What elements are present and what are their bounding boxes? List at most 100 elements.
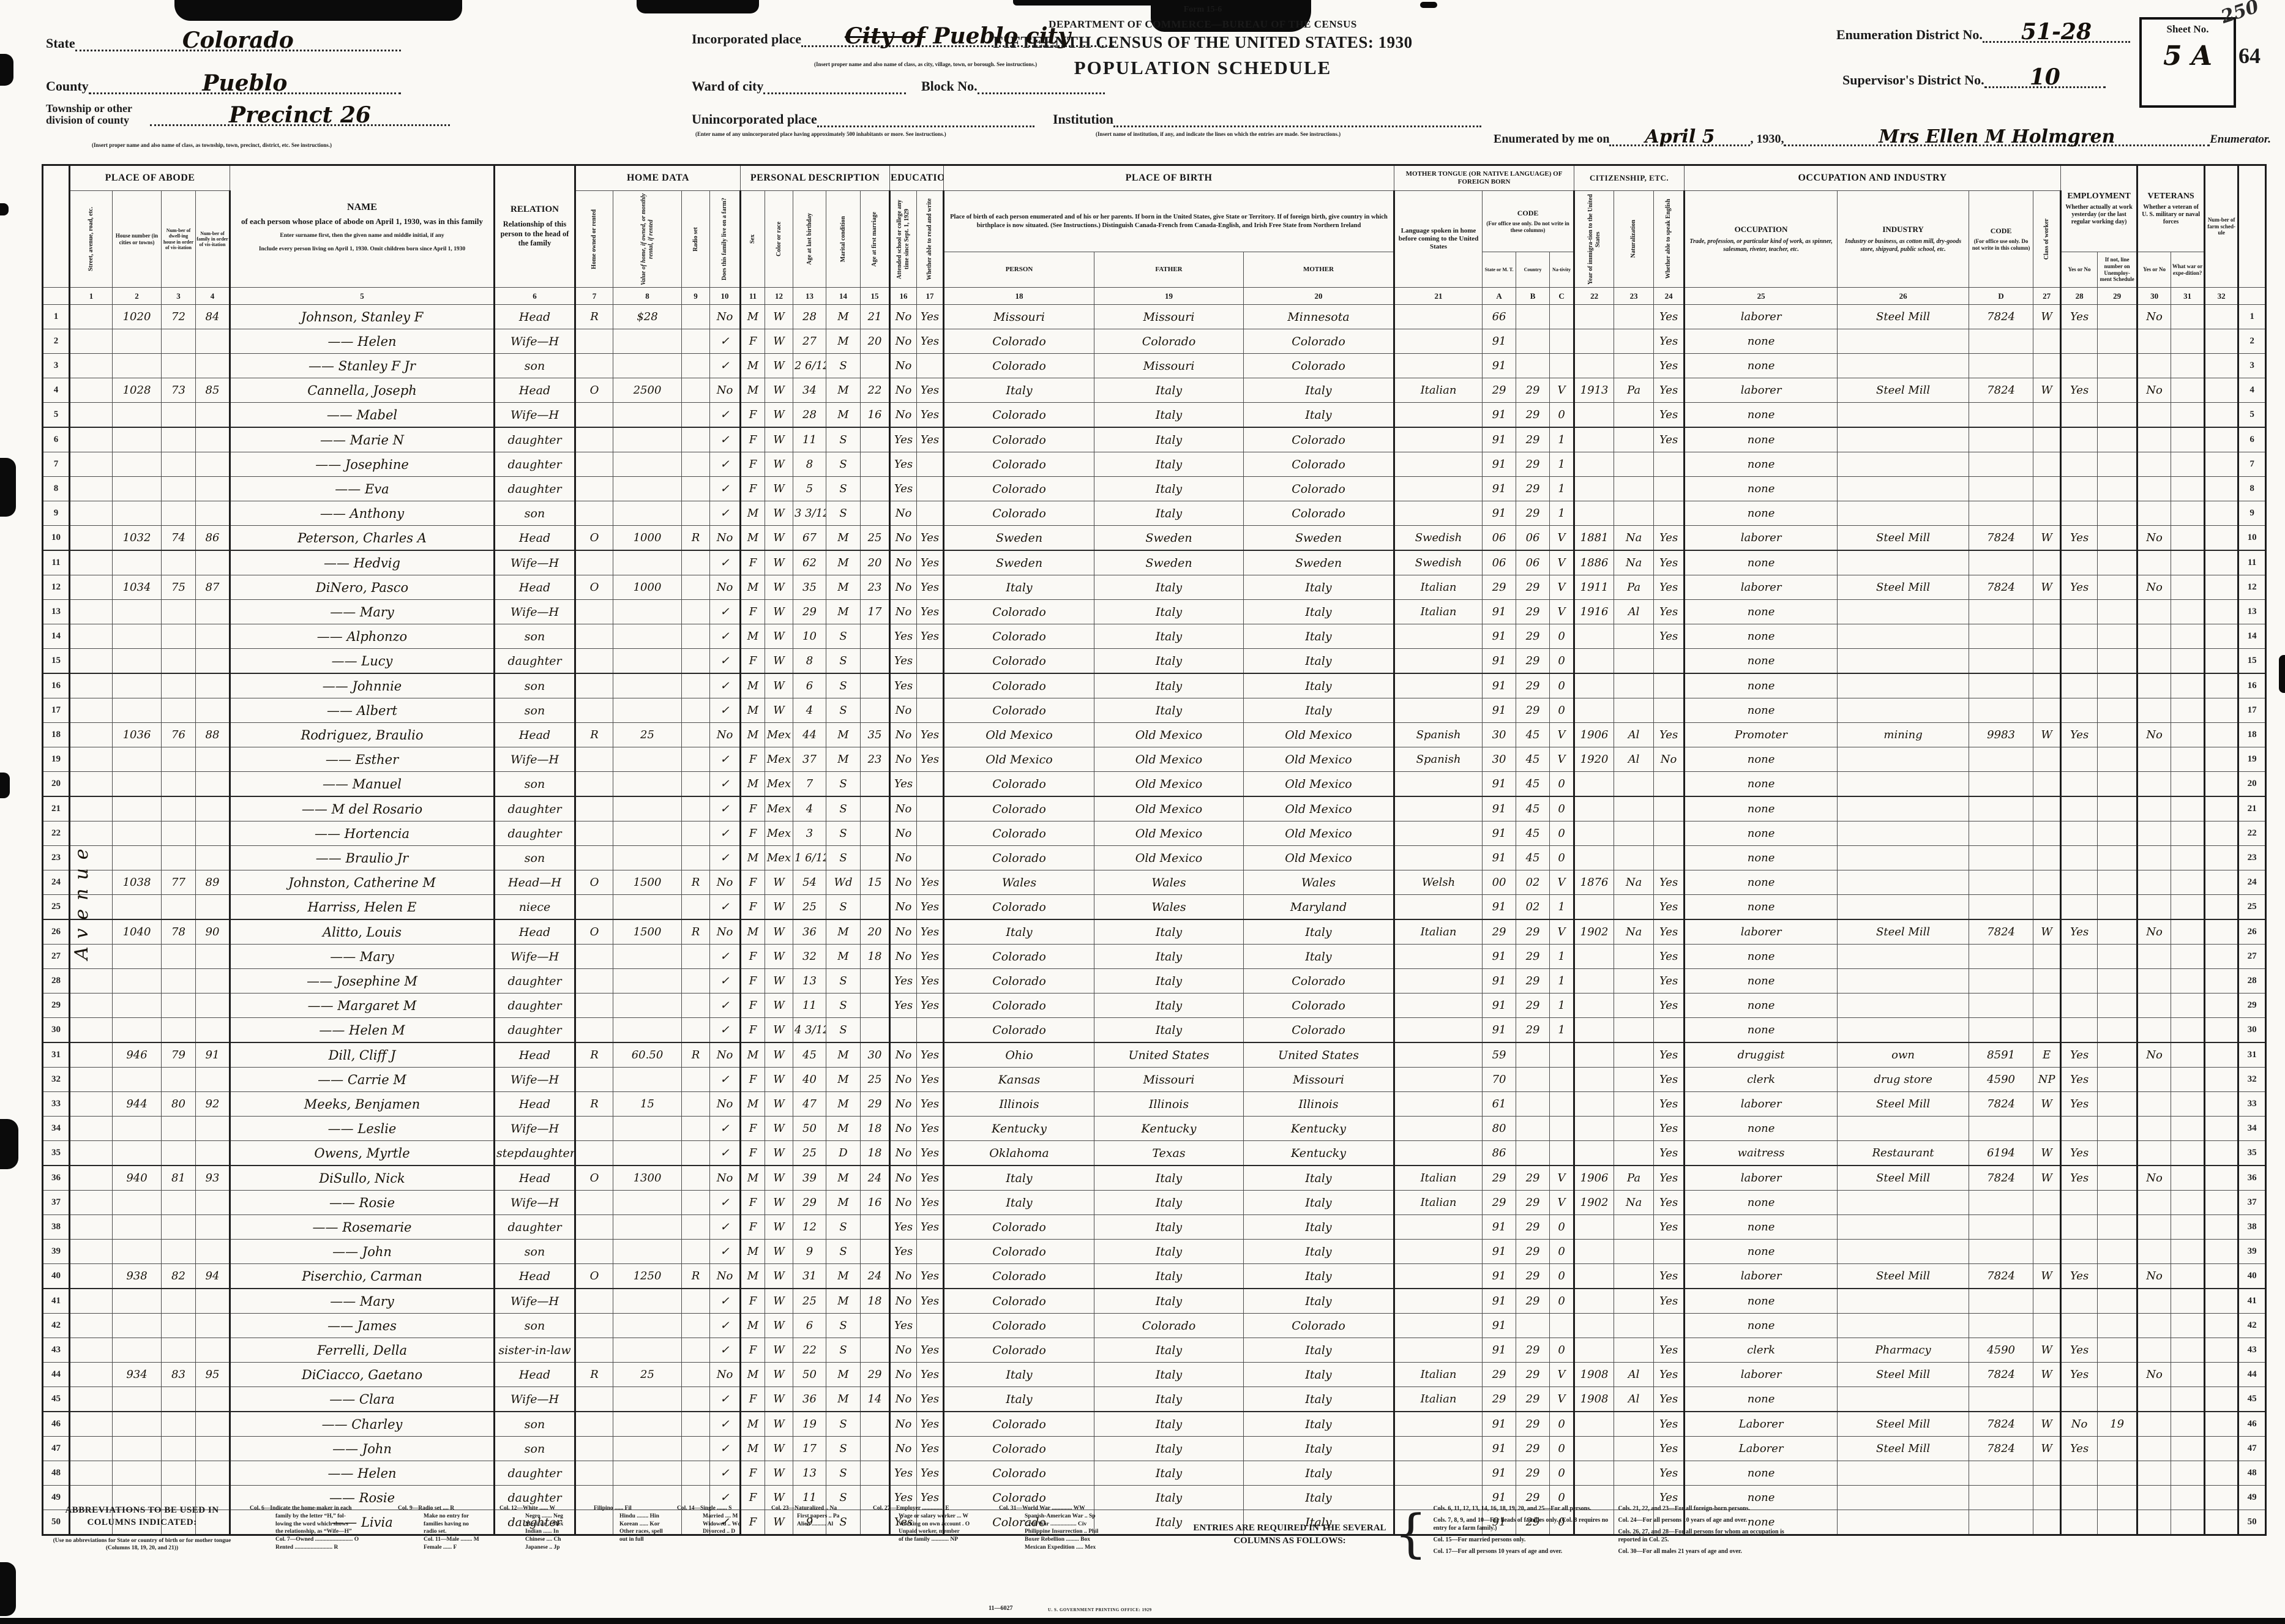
cell-name: —— Marie N: [230, 427, 495, 452]
cell-code_b: 29: [1516, 673, 1550, 698]
cell-war: [2171, 353, 2206, 378]
cell-war: [2171, 525, 2206, 551]
column-number-2: 2: [112, 287, 162, 305]
cell-attended_school: Yes: [889, 1510, 917, 1536]
line-number: 2: [42, 329, 70, 354]
cell-relation: Head: [494, 919, 576, 945]
cell-naturalization: [1614, 821, 1655, 846]
cell-home_value: [613, 771, 682, 797]
cell-birthplace: Sweden: [943, 525, 1095, 551]
cell-farm_schedule: [2204, 968, 2240, 993]
column-number-9: 9: [681, 287, 710, 305]
cell-attended_school: Yes: [889, 1461, 917, 1486]
cell-mother_tongue: [1394, 329, 1483, 354]
line-number: 23: [2238, 845, 2267, 870]
cell-house_number: [112, 402, 162, 428]
cell-worker_class: [2033, 968, 2062, 993]
person-row: 37 —— Rosie Wife—H ✓ F W 29 M 16 No Yes Italy Italy I…: [42, 1190, 2267, 1215]
ward-value: [763, 92, 906, 94]
cell-worked_yesterday: [2060, 796, 2098, 821]
cell-speaks_english: Yes: [1653, 378, 1686, 403]
cell-unemployment_line: [2097, 1239, 2139, 1264]
cell-age_at_first_marriage: 18: [860, 1140, 891, 1166]
cell-code_c: V: [1549, 919, 1576, 945]
cell-occupation: laborer: [1684, 575, 1838, 600]
cell-relation: Head: [494, 525, 576, 551]
cell-worker_class: [2033, 353, 2062, 378]
cell-farm_schedule: [2204, 821, 2240, 846]
cell-immigration_year: 1908: [1574, 1386, 1615, 1412]
cell-unemployment_line: [2097, 599, 2139, 624]
cell-age: 27: [793, 329, 826, 354]
cell-street: [69, 402, 113, 428]
cell-worked_yesterday: [2060, 452, 2098, 477]
ink-blot-left-1: [0, 54, 13, 86]
line-number: 4: [2238, 378, 2267, 403]
cell-home_value: [613, 796, 682, 821]
cell-age: 4: [793, 796, 826, 821]
cell-age: 67: [793, 525, 826, 551]
cell-radio_set: R: [681, 1042, 710, 1068]
cell-unemployment_line: [2097, 919, 2139, 945]
cell-age: 8: [793, 452, 826, 477]
cell-mother_birthplace: Italy: [1243, 1362, 1396, 1387]
cell-name: —— Braulio Jr: [230, 845, 495, 870]
cell-name: Owens, Myrtle: [230, 1140, 495, 1166]
cell-code_c: [1549, 304, 1576, 329]
cell-farm_schedule: [2204, 1411, 2240, 1437]
cell-farm_schedule: [2204, 747, 2240, 772]
cell-occupation: clerk: [1684, 1067, 1838, 1092]
cell-mother_birthplace: Old Mexico: [1243, 821, 1396, 846]
cell-unemployment_line: [2097, 1313, 2139, 1338]
cell-worker_class: [2033, 845, 2062, 870]
cell-home_owned_or_rented: [575, 673, 613, 698]
cell-home_value: [613, 894, 682, 920]
cell-code_a: 91: [1482, 1338, 1517, 1363]
cell-code_c: V: [1549, 378, 1576, 403]
cell-attended_school: No: [889, 1140, 917, 1166]
cell-worked_yesterday: No: [2060, 1411, 2098, 1437]
cell-immigration_year: [1574, 1067, 1615, 1092]
cell-mother_tongue: [1394, 501, 1483, 526]
cell-speaks_english: Yes: [1653, 1067, 1686, 1092]
cell-color_or_race: W: [765, 1190, 793, 1215]
cell-mother_birthplace: Colorado: [1243, 1313, 1396, 1338]
cell-industry: [1837, 747, 1970, 772]
cell-sex: F: [740, 648, 765, 674]
cell-unemployment_line: [2097, 1485, 2139, 1510]
cell-immigration_year: [1574, 673, 1615, 698]
cell-veteran: [2137, 402, 2172, 428]
county-field: County Pueblo: [46, 72, 401, 94]
cell-speaks_english: [1653, 698, 1686, 723]
cell-sex: M: [740, 1091, 765, 1117]
cell-house_number: 1034: [112, 575, 162, 600]
cell-marital_condition: M: [826, 1288, 861, 1314]
cell-color_or_race: W: [765, 427, 793, 452]
cell-family_number: [195, 427, 231, 452]
cell-occupation: none: [1684, 402, 1838, 428]
cell-veteran: [2137, 353, 2172, 378]
cell-sex: F: [740, 1288, 765, 1314]
cell-code_b: 29: [1516, 599, 1550, 624]
cell-speaks_english: Yes: [1653, 1165, 1686, 1191]
cell-worker_class: [2033, 1017, 2062, 1043]
abbreviation-blocks: Col. 6—Indicate the home-maker in each fa…: [240, 1505, 1134, 1552]
cell-home_value: [613, 944, 682, 969]
cell-sex: M: [740, 1165, 765, 1191]
cell-worker_class: W: [2033, 1362, 2062, 1387]
column-number-27: 27: [2033, 287, 2062, 305]
cell-father_birthplace: Missouri: [1094, 304, 1244, 329]
cell-mother_tongue: [1394, 796, 1483, 821]
cell-unemployment_line: [2097, 1436, 2139, 1461]
cell-code_a: 91: [1482, 452, 1517, 477]
cell-father_birthplace: Colorado: [1094, 329, 1244, 354]
cell-industry: [1837, 771, 1970, 797]
abbreviation-line: Indian ...... In: [525, 1529, 559, 1535]
cell-code_d: [1969, 747, 2034, 772]
cell-worker_class: [2033, 452, 2062, 477]
cell-read_write: Yes: [916, 1042, 945, 1068]
cell-home_owned_or_rented: [575, 599, 613, 624]
cell-radio_set: [681, 1362, 710, 1387]
cell-home_owned_or_rented: [575, 1140, 613, 1166]
